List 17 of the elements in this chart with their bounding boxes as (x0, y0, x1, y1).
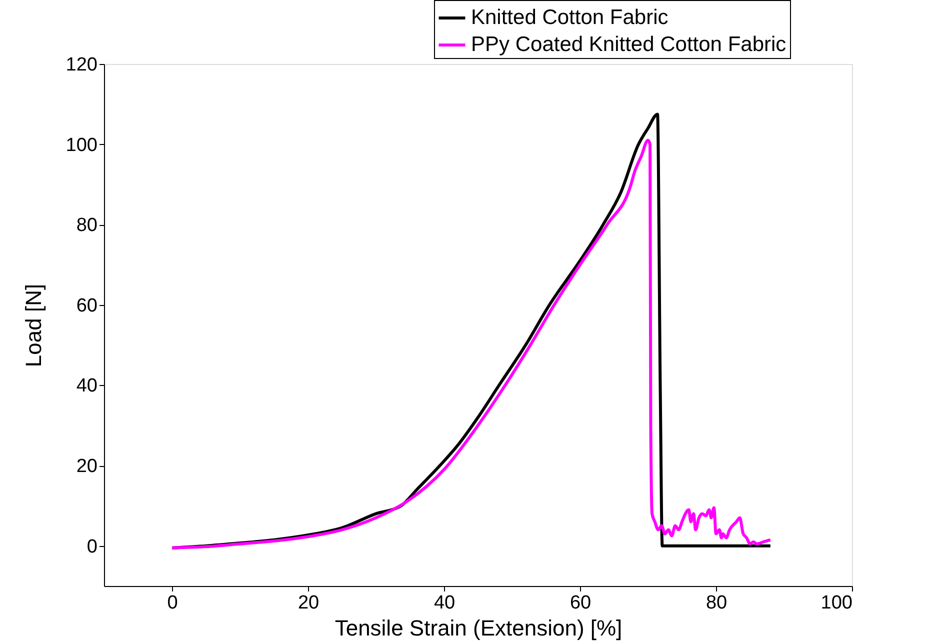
x-tick-label: 80 (706, 592, 728, 614)
y-tick-label: 120 (66, 54, 98, 76)
y-tick-label: 100 (66, 134, 98, 156)
legend-label: PPy Coated Knitted Cotton Fabric (471, 33, 786, 56)
legend-label: Knitted Cotton Fabric (471, 6, 668, 29)
y-tick-label: 0 (86, 536, 98, 558)
x-axis-title: Tensile Strain (Extension) [%] (334, 616, 622, 640)
y-tick-label: 80 (76, 215, 98, 236)
x-tick-label: 20 (298, 592, 320, 614)
x-tick-label: 0 (167, 592, 178, 614)
x-tick-label: 60 (570, 592, 592, 614)
y-tick-label: 40 (76, 376, 98, 397)
x-tick-label: 100 (820, 592, 852, 614)
y-tick-label: 20 (76, 456, 98, 478)
y-tick-label: 60 (76, 295, 98, 316)
y-axis-title: Load [N] (20, 284, 46, 368)
x-tick-label: 40 (434, 592, 456, 614)
